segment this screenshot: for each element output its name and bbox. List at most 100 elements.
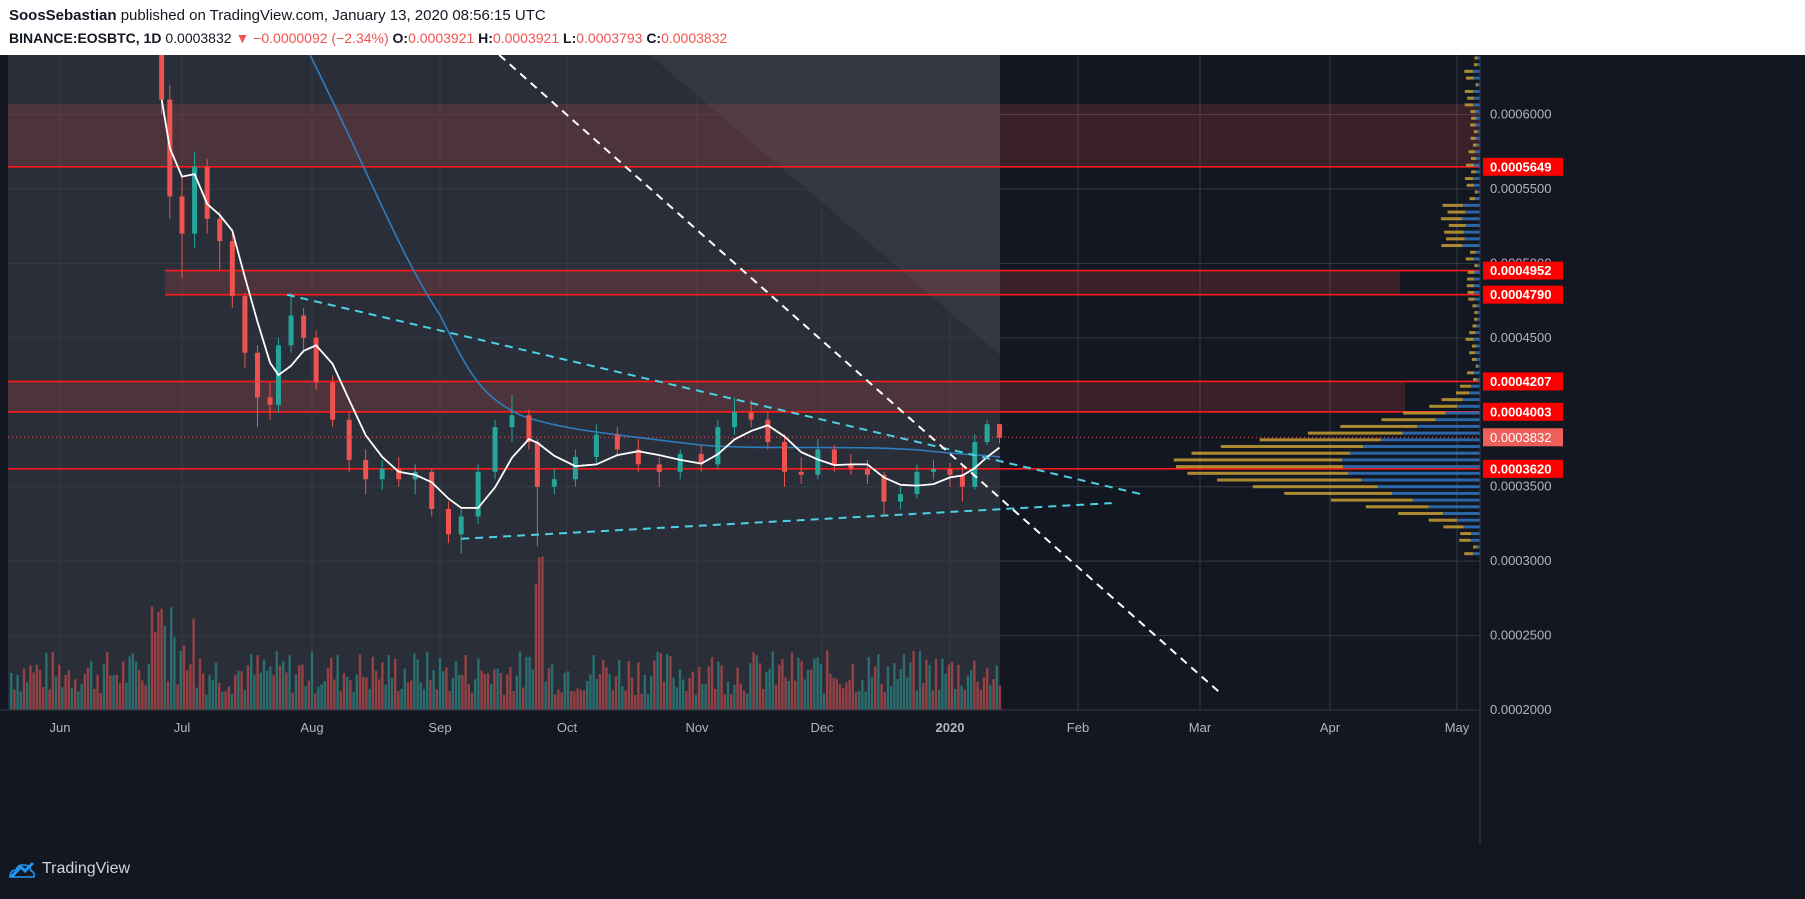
price-chart[interactable]: 0.00060000.00055000.00050000.00045000.00… [0,55,1805,844]
volume-profile-row [1377,485,1480,489]
volume-bar [819,664,822,710]
candle [229,233,235,309]
candle-body [346,419,352,460]
volume-profile-row [1476,545,1480,549]
candle-body [831,449,837,465]
volume-profile-row [1463,525,1480,529]
volume-bar [470,692,474,710]
volume-bar [387,655,390,710]
author-name[interactable]: SoosSebastian [9,7,117,24]
brand-name: TradingView [42,860,131,877]
volume-profile-row [1474,290,1480,294]
volume-profile-row [1470,384,1480,388]
volume-bar [518,651,522,710]
volume-bar [742,690,746,710]
candle [831,445,837,472]
volume-profile-row [1462,217,1480,221]
volume-bar [557,689,560,710]
candle-body [509,415,515,428]
volume-bar [150,606,154,710]
candle-body [229,241,235,297]
volume-bar [886,666,890,710]
volume-bar [106,652,109,710]
candle [914,464,920,499]
volume-profile-row [1473,183,1480,187]
symbol-name[interactable]: BINANCE:EOSBTC, 1D [9,30,162,46]
volume-bar [810,669,813,710]
volume-bar [864,691,867,710]
volume-profile-row [1443,525,1464,529]
volume-bar [528,656,531,710]
volume-bar [915,690,918,710]
volume-profile-row [1463,203,1480,207]
volume-bar [896,679,899,710]
candle [179,174,185,279]
volume-bar [67,670,70,710]
tradingview-logo[interactable]: TradingView [8,860,130,878]
candle-body [526,415,532,443]
volume-bar [477,658,480,710]
volume-profile-row [1440,217,1463,221]
candle-body [551,479,557,487]
volume-profile-row [1343,465,1480,469]
volume-bar [544,681,547,710]
volume-profile-row [1445,411,1480,415]
candle-body [593,434,599,457]
volume-bar [93,688,96,710]
candle-body [429,471,435,510]
volume-profile-row [1474,150,1480,154]
volume-bar [16,675,19,710]
volume-bar [422,689,426,710]
volume-bar [381,662,384,710]
volume-profile-row [1462,398,1480,402]
volume-bar [582,690,586,710]
volume-bar [198,658,202,710]
chart-area[interactable]: 0.00060000.00055000.00050000.00045000.00… [0,55,1805,844]
volume-profile-row [1468,150,1475,154]
volume-bar [483,674,486,710]
volume-bar [797,657,800,710]
volume-bar [838,684,842,710]
volume-bar [144,685,147,710]
volume-bar [304,685,307,710]
volume-bar [38,669,42,710]
candle [748,400,754,428]
price-levels [8,165,1480,470]
time-tick-label-2: Aug [300,720,323,735]
price-level-label-3: 0.0004207 [1490,374,1551,389]
volume-profile-row [1469,331,1476,335]
volume-profile-row [1470,110,1476,114]
volume-bar [784,677,787,710]
volume-profile-row [1465,257,1474,261]
volume-bar [973,660,976,710]
candle-body [798,471,804,475]
publish-text: published on TradingView.com, January 13… [120,7,546,24]
volume-bar [848,679,851,710]
volume-bar [998,685,1002,710]
volume-bar [957,664,960,710]
volume-bar [643,675,646,710]
volume-bar [118,683,122,710]
candle-body [379,468,385,480]
volume-profile-row [1476,378,1480,382]
volume-bar [774,684,778,710]
volume-bar [928,665,931,710]
volume-bar [675,687,678,710]
volume-bar [266,670,269,710]
price-level-label-5: 0.0003620 [1490,461,1551,476]
volume-bar [269,666,272,710]
volume-profile-row [1307,431,1403,435]
volume-profile-row [1470,123,1476,127]
volume-profile-row [1447,210,1466,214]
volume-bar [979,689,982,710]
volume-bar [739,683,742,710]
volume-bar [80,684,83,710]
volume-bar [253,674,256,710]
volume-profile-row [1175,465,1344,469]
volume-profile-row [1475,116,1480,120]
price-tick-label-7: 0.0002000 [1490,702,1551,717]
volume-bar [922,683,925,710]
candle [765,412,771,450]
volume-bar [378,679,381,710]
volume-bar [416,659,419,710]
